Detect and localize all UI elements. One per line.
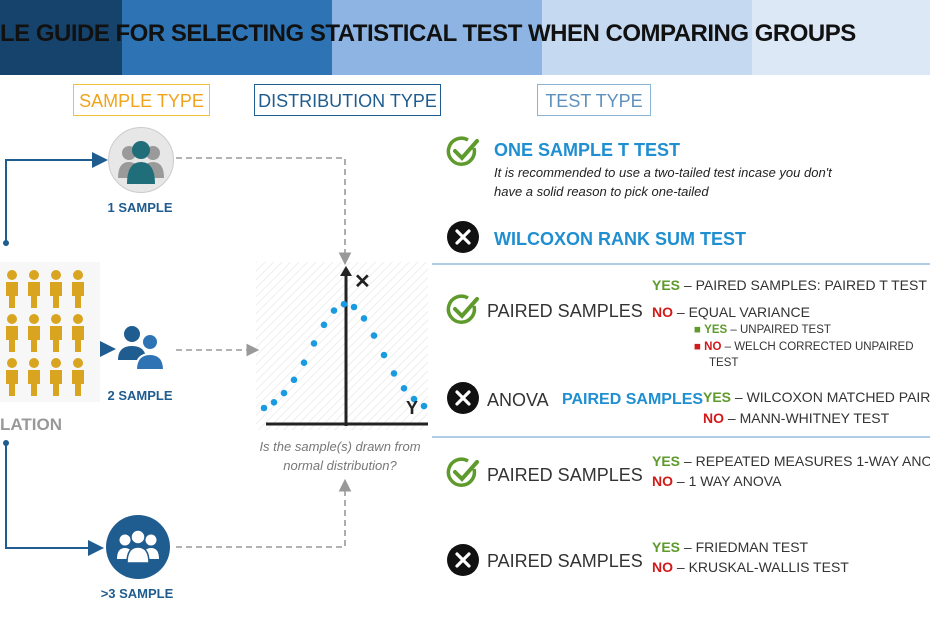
title-banner (0, 0, 930, 75)
normal-curve-dots (260, 300, 428, 412)
banner-segment (752, 0, 930, 75)
curve-dot (310, 340, 318, 347)
curve-dot (370, 332, 378, 339)
curve-dot (410, 395, 418, 403)
person-head (7, 314, 17, 324)
two-sample-label: 2 SAMPLE (107, 388, 173, 403)
person-body (6, 370, 18, 396)
one-sample-t-test: ONE SAMPLE T TEST (494, 140, 681, 160)
check-circle-icon (446, 135, 480, 169)
curve-dot (280, 389, 288, 397)
check-circle-icon (446, 293, 480, 327)
equal-variance-yes: ■ YES – UNPAIRED TEST (694, 324, 831, 336)
page-title: LE GUIDE FOR SELECTING STATISTICAL TEST … (0, 20, 856, 47)
three-sample-label: >3 SAMPLE (100, 586, 174, 601)
sample-type-header: SAMPLE TYPE (73, 84, 210, 116)
cross-circle-icon (446, 220, 480, 254)
person-body (50, 282, 62, 308)
person-head (7, 358, 17, 368)
person-body (6, 326, 18, 352)
one-sample-note: It is recommended to use a two-tailed te… (494, 165, 832, 199)
two-sample-non-normal-label: ANOVA (487, 390, 549, 410)
population-figures (0, 262, 100, 402)
person-body (50, 326, 62, 352)
one-sample-label: 1 SAMPLE (107, 200, 173, 215)
dashed-one-to-dist (176, 157, 352, 266)
person-head (29, 314, 39, 324)
banner-segment (122, 0, 332, 75)
curve-dot (270, 399, 278, 406)
person-head (51, 270, 61, 280)
person-body (72, 370, 84, 396)
cross-circle-icon (446, 543, 480, 577)
person-body (50, 370, 62, 396)
two-sample-non-normal-no: NO – MANN-WHITNEY TEST (703, 410, 890, 426)
person-head (73, 314, 83, 324)
cross-circle-icon (446, 381, 480, 415)
person-head (51, 358, 61, 368)
two-sample-normal-yes: YES – PAIRED SAMPLES: PAIRED T TEST (652, 277, 927, 293)
three-sample-normal-no: NO – 1 WAY ANOVA (652, 473, 782, 489)
person-body (28, 326, 40, 352)
three-sample-normal-label: PAIRED SAMPLES (487, 465, 643, 485)
person-head (73, 270, 83, 280)
three-sample-non-normal-label: PAIRED SAMPLES (487, 551, 643, 571)
two-sample-non-normal-yes: YES – WILCOXON MATCHED PAIR TEST (703, 389, 930, 405)
curve-dot (380, 351, 388, 359)
curve-dot (400, 385, 408, 392)
two-sample-paired-question: PAIRED SAMPLES (562, 391, 704, 408)
person-head (73, 358, 83, 368)
person-head (29, 270, 39, 280)
three-sample-non-normal-yes: YES – FRIEDMAN TEST (652, 539, 809, 555)
crowd-icon (106, 515, 170, 579)
three-sample-normal-yes: YES – REPEATED MEASURES 1-WAY ANOVA (652, 453, 930, 469)
two-sample-normal-no: NO – EQUAL VARIANCE (652, 304, 810, 320)
person-body (72, 326, 84, 352)
wilcoxon-rank-sum-test: WILCOXON RANK SUM TEST (494, 229, 746, 249)
to-three-sample-line (5, 443, 104, 556)
not-normal-mark: ✕ (354, 271, 371, 293)
person-head (51, 314, 61, 324)
person-head (29, 358, 39, 368)
curve-dot (420, 402, 428, 410)
person-body (72, 282, 84, 308)
curve-dot (360, 315, 368, 322)
distribution-question: Is the sample(s) drawn from normal distr… (259, 439, 421, 473)
equal-variance-no-cont: TEST (709, 357, 739, 369)
curve-dot (340, 300, 348, 308)
normal-distribution-plot: ✕ Y (256, 262, 428, 430)
banner-segment (542, 0, 752, 75)
curve-dot (390, 370, 398, 377)
person-body (28, 370, 40, 396)
curve-dot (350, 303, 358, 311)
to-one-sample-line (5, 152, 108, 243)
population-label: LATION (0, 415, 63, 434)
curve-dot (330, 307, 338, 314)
three-sample-non-normal-no: NO – KRUSKAL-WALLIS TEST (652, 559, 849, 575)
curve-dot (290, 376, 298, 384)
person-head (7, 270, 17, 280)
person-body (28, 282, 40, 308)
banner-segment (0, 0, 122, 75)
dashed-three-to-dist (176, 478, 352, 548)
two-sample-normal-label: PAIRED SAMPLES (487, 301, 643, 321)
curve-dot (300, 359, 308, 366)
person-body (6, 282, 18, 308)
curve-dot (320, 321, 328, 329)
banner-segment (332, 0, 542, 75)
test-type-header: TEST TYPE (537, 84, 651, 116)
group-of-three-icon (108, 127, 174, 193)
equal-variance-no: ■ NO – WELCH CORRECTED UNPAIRED (694, 341, 914, 353)
normal-mark: Y (406, 398, 418, 418)
curve-dot (260, 404, 268, 412)
two-people-icon (108, 318, 172, 374)
check-circle-icon (446, 456, 480, 490)
distribution-type-header: DISTRIBUTION TYPE (254, 84, 441, 116)
